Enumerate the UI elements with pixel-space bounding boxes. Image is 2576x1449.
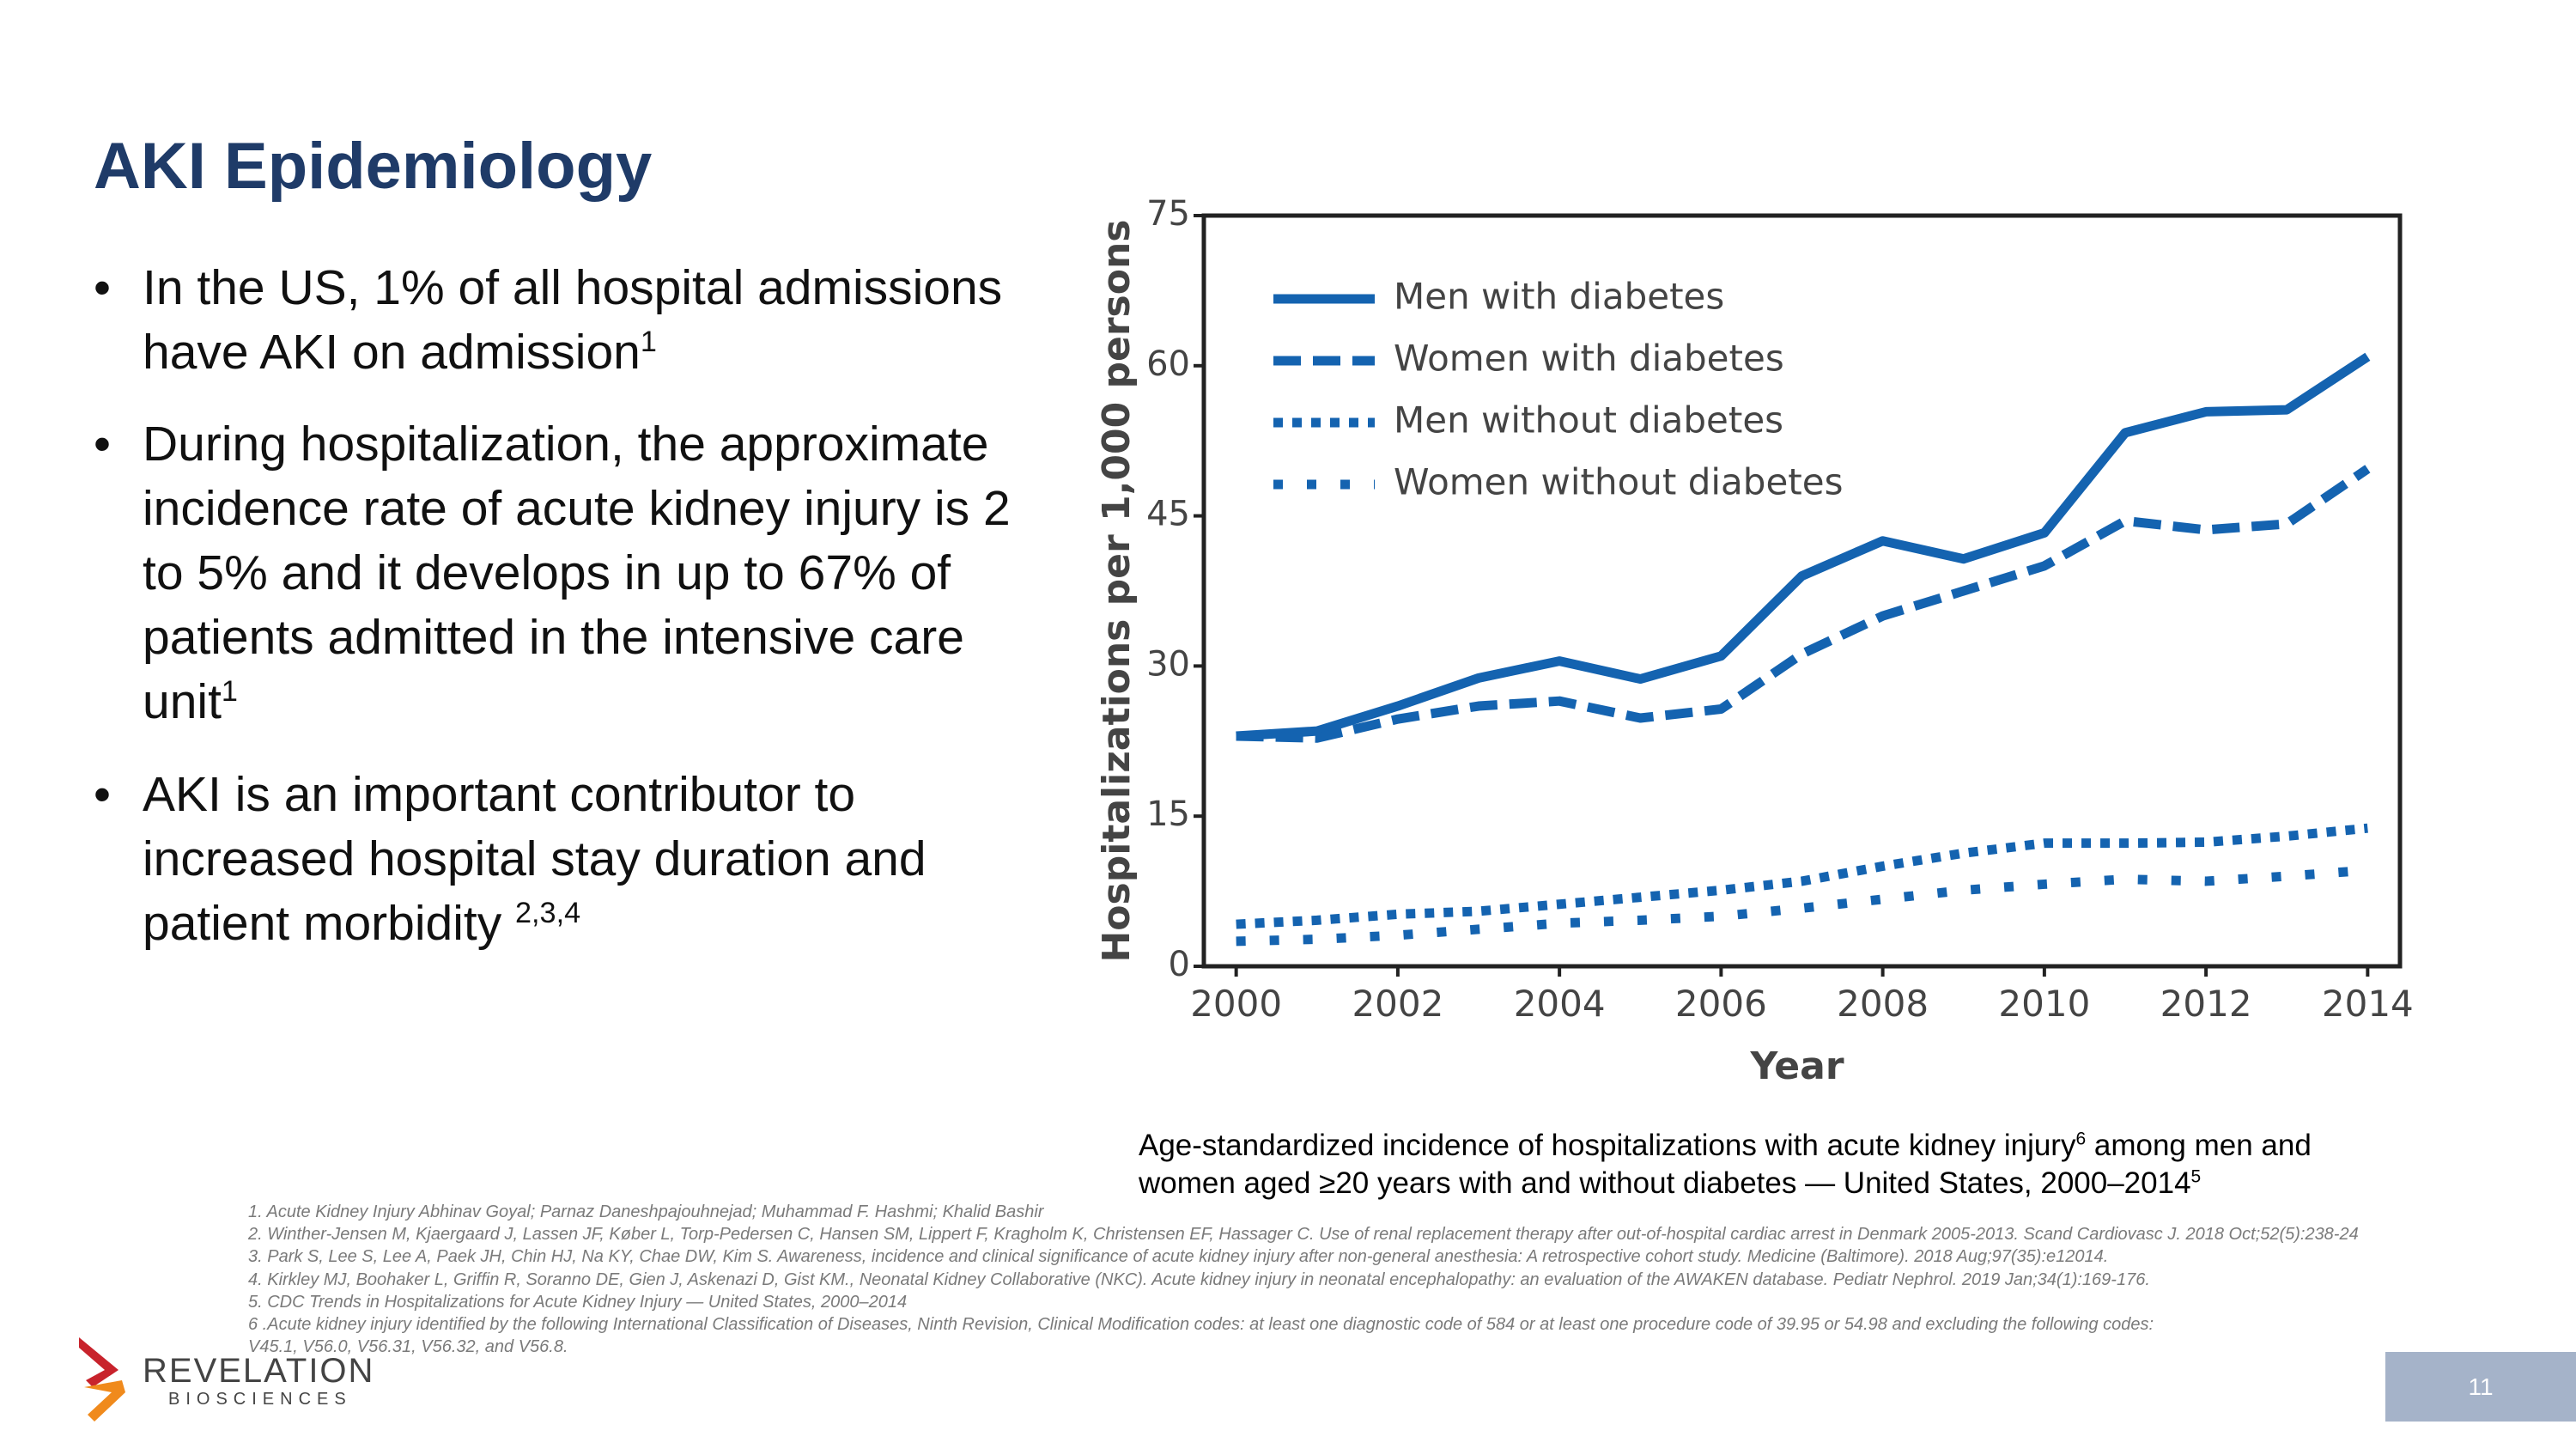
x-axis-label: Year (1749, 1044, 1844, 1088)
caption-text: Age-standardized incidence of hospitaliz… (1139, 1129, 2076, 1162)
superscript: 1 (640, 326, 657, 358)
y-tick-label: 15 (1146, 795, 1190, 834)
bullet: • During hospitalization, the approximate… (94, 417, 1011, 729)
x-tick-label: 2000 (1190, 983, 1282, 1025)
x-tick-label: 2014 (2322, 983, 2414, 1025)
slide-title: AKI Epidemiology (94, 130, 653, 203)
y-axis-label: Hospitalizations per 1,000 persons (1095, 219, 1139, 962)
legend-label: Men without diabetes (1394, 399, 1783, 441)
caption: Age-standardized incidence of hospitaliz… (1139, 1127, 2409, 1202)
superscript: 6 (2075, 1129, 2087, 1149)
y-tick-label: 45 (1146, 495, 1190, 534)
x-tick-label: 2002 (1352, 983, 1443, 1025)
y-tick-label: 60 (1146, 344, 1190, 384)
logo-sub: BIOSCIENCES (168, 1390, 352, 1409)
footnote: 4. Kirkley MJ, Boohaker L, Griffin R, So… (248, 1270, 2150, 1289)
line-series (1236, 465, 2371, 743)
y-tick-label: 0 (1169, 945, 1190, 984)
x-tick-label: 2008 (1837, 983, 1929, 1025)
bullet: • AKI is an important contributor to incr… (94, 767, 927, 951)
line-series (1236, 823, 2368, 929)
logo-mark (79, 1337, 125, 1422)
legend-label: Women with diabetes (1394, 338, 1784, 380)
x-tick-label: 2006 (1675, 983, 1767, 1025)
logo-name: REVELATION (143, 1352, 375, 1390)
bullet-text: AKI is an important contributor to incre… (143, 767, 927, 951)
footnote: 3. Park S, Lee S, Lee A, Paek JH, Chin H… (248, 1247, 2109, 1266)
page-number: 11 (2385, 1352, 2576, 1422)
chart: Hospitalizations per 1,000 persons Year … (1095, 194, 2414, 1088)
legend-label: Women without diabetes (1394, 461, 1843, 503)
legend-label: Men with diabetes (1394, 276, 1724, 318)
caption-text: among men and women aged ≥20 years with … (1139, 1129, 2312, 1200)
x-tick-label: 2004 (1514, 983, 1606, 1025)
footnote: 2. Winther-Jensen M, Kjaergaard J, Lasse… (248, 1225, 2359, 1244)
footnote: 1. Acute Kidney Injury Abhinav Goyal; Pa… (248, 1202, 1044, 1221)
footnote: 5. CDC Trends in Hospitalizations for Ac… (248, 1293, 908, 1312)
footnote: 6 .Acute kidney injury identified by the… (248, 1315, 2154, 1356)
y-tick-label: 30 (1146, 644, 1190, 684)
bullet-text: During hospitalization, the approximate … (143, 417, 1011, 729)
superscript: 5 (2190, 1166, 2202, 1187)
x-tick-label: 2010 (1998, 983, 2090, 1025)
y-tick-label: 75 (1146, 194, 1190, 234)
bullet-text: In the US, 1% of all hospital admissions… (143, 260, 1003, 380)
page-number-text: 11 (2468, 1373, 2494, 1400)
x-tick-label: 2012 (2160, 983, 2252, 1025)
superscript: 2,3,4 (515, 897, 581, 929)
superscript: 1 (221, 675, 238, 708)
plot-frame (1201, 213, 2403, 969)
line-series (1236, 865, 2368, 947)
bullet: • In the US, 1% of all hospital admission… (94, 260, 1003, 380)
line-series (1236, 352, 2371, 741)
